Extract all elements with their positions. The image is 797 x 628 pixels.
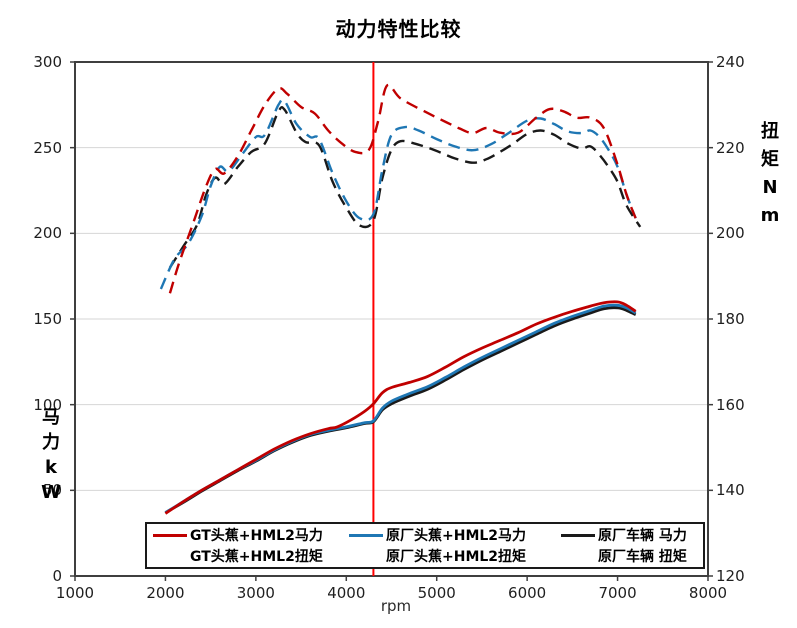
tick-label: 200 (33, 224, 62, 243)
legend-solid-line-swatch (349, 533, 383, 537)
axis-label-char: W (41, 482, 61, 503)
axis-label-char: 矩 (761, 149, 779, 170)
legend-dashed-line-swatch (561, 554, 595, 557)
tick-label: 5000 (417, 584, 456, 602)
legend-dashed-line-swatch (153, 554, 187, 557)
series-原厂头蕉+HML2马力 (164, 303, 637, 514)
tick-label: 3000 (236, 584, 275, 602)
legend-item-label: 原厂头蕉+HML2扭矩 (386, 548, 527, 565)
tick-label: 6000 (508, 584, 547, 602)
tick-label: 150 (33, 310, 62, 328)
tick-label: 180 (716, 310, 745, 328)
axis-label-char: k (45, 457, 57, 478)
chart-title: 动力特性比较 (335, 17, 462, 41)
tick-label: 7000 (598, 584, 637, 602)
legend-item-label: GT头蕉+HML2扭矩 (190, 548, 323, 565)
tick-label: 140 (716, 481, 745, 500)
tick-label: 0 (52, 567, 62, 585)
legend-item-label: 原厂车辆 马力 (598, 528, 687, 545)
tick-label: 220 (716, 138, 745, 157)
tick-label: 250 (33, 138, 62, 157)
tick-label: 160 (716, 395, 745, 414)
legend: GT头蕉+HML2马力 原厂头蕉+HML2马力 原厂车辆 马力 GT头蕉+HML2扭矩… (145, 522, 705, 569)
legend-item-label: GT头蕉+HML2马力 (190, 528, 323, 545)
axis-label-char: m (760, 205, 780, 226)
legend-item: 原厂头蕉+HML2扭矩 (349, 546, 561, 566)
axis-label-char: 力 (42, 432, 60, 453)
axis-label-char: 马 (42, 407, 60, 428)
legend-item: GT头蕉+HML2扭矩 (153, 546, 349, 566)
legend-item: 原厂头蕉+HML2马力 (349, 525, 561, 545)
series-原厂车辆 扭矩 (168, 106, 642, 269)
tick-label: 8000 (688, 584, 728, 602)
legend-item-label: 原厂车辆 扭矩 (598, 548, 687, 565)
series-GT头蕉+HML2马力 (164, 300, 637, 515)
tick-label: 200 (716, 224, 745, 243)
tick-label: 2000 (146, 584, 185, 602)
legend-solid-line-swatch (561, 533, 595, 537)
series-原厂头蕉+HML2扭矩 (159, 98, 637, 290)
tick-label: 120 (716, 567, 745, 585)
legend-item: GT头蕉+HML2马力 (153, 525, 349, 545)
series-GT头蕉+HML2扭矩 (168, 83, 637, 294)
tick-label: 4000 (327, 584, 366, 602)
axis-label-char: 扭 (761, 121, 779, 142)
tick-label: 100 (33, 395, 62, 414)
tick-label: 1000 (55, 584, 95, 602)
tick-label: 300 (33, 53, 62, 71)
axis-label-char: N (762, 177, 778, 198)
tick-label: 240 (716, 53, 745, 71)
legend-item: 原厂车辆 扭矩 (561, 546, 703, 566)
x-axis-label: rpm (380, 597, 412, 615)
legend-dashed-line-swatch (349, 554, 383, 557)
legend-item-label: 原厂头蕉+HML2马力 (386, 528, 527, 545)
legend-item: 原厂车辆 马力 (561, 525, 703, 545)
series-原厂车辆 马力 (164, 306, 637, 514)
legend-solid-line-swatch (153, 533, 187, 537)
tick-label: 50 (42, 481, 62, 500)
